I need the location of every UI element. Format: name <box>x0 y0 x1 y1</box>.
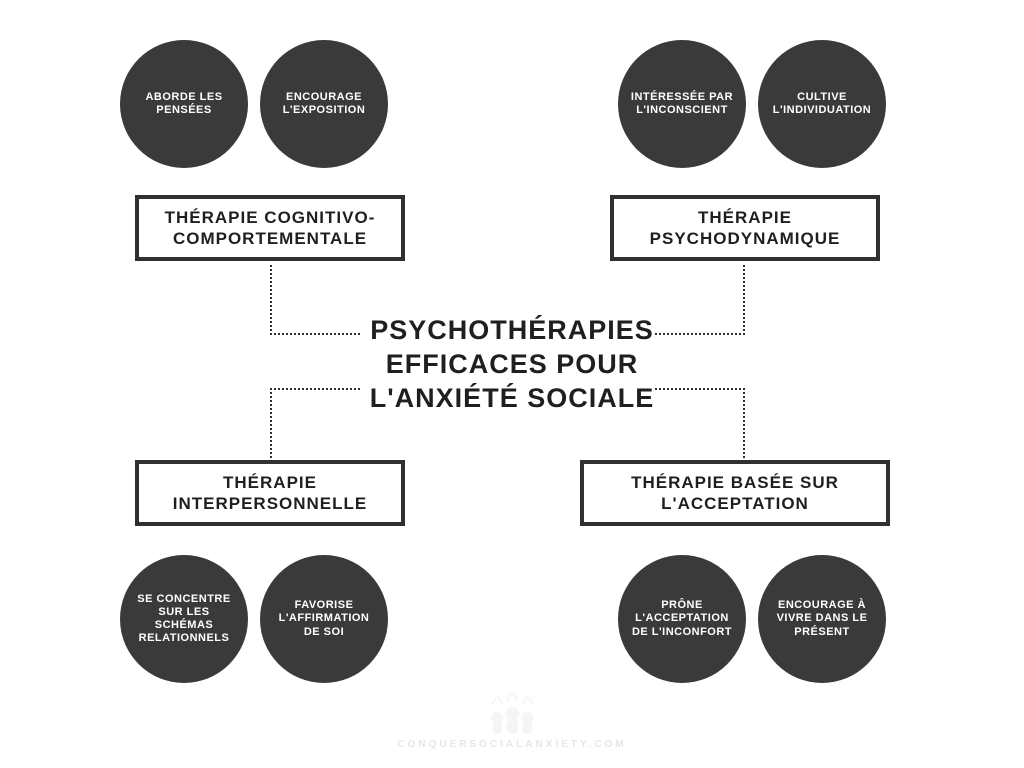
circle-individuation: CULTIVE L'INDIVIDUATION <box>758 40 886 168</box>
box-tcc: THÉRAPIE COGNITIVO-COMPORTEMENTALE <box>135 195 405 261</box>
watermark-icon <box>477 680 547 735</box>
central-title: PSYCHOTHÉRAPIES EFFICACES POUR L'ANXIÉTÉ… <box>362 314 662 415</box>
circle-label: INTÉRESSÉE PAR L'INCONSCIENT <box>628 91 736 117</box>
circle-encourage-exposition: ENCOURAGE L'EXPOSITION <box>260 40 388 168</box>
circle-schemas-relationnels: SE CONCENTRE SUR LES SCHÉMAS RELATIONNEL… <box>120 555 248 683</box>
diagram-canvas: PSYCHOTHÉRAPIES EFFICACES POUR L'ANXIÉTÉ… <box>0 0 1024 768</box>
circle-label: ENCOURAGE À VIVRE DANS LE PRÉSENT <box>768 599 876 639</box>
circle-label: SE CONCENTRE SUR LES SCHÉMAS RELATIONNEL… <box>130 593 238 646</box>
circle-label: CULTIVE L'INDIVIDUATION <box>768 91 876 117</box>
watermark-text: CONQUERSOCIALANXIETY.COM <box>397 739 626 750</box>
connector-tl <box>270 265 360 335</box>
box-interpersonnelle: THÉRAPIE INTERPERSONNELLE <box>135 460 405 526</box>
box-interpersonnelle-label: THÉRAPIE INTERPERSONNELLE <box>153 472 387 515</box>
circle-inconscient: INTÉRESSÉE PAR L'INCONSCIENT <box>618 40 746 168</box>
box-acceptation-label: THÉRAPIE BASÉE SUR L'ACCEPTATION <box>598 472 872 515</box>
circle-label: FAVORISE L'AFFIRMATION DE SOI <box>270 599 378 639</box>
connector-br <box>655 388 745 458</box>
circle-aborde-pensees: ABORDE LES PENSÉES <box>120 40 248 168</box>
box-acceptation: THÉRAPIE BASÉE SUR L'ACCEPTATION <box>580 460 890 526</box>
box-tcc-label: THÉRAPIE COGNITIVO-COMPORTEMENTALE <box>153 207 387 250</box>
box-psychodynamique-label: THÉRAPIE PSYCHODYNAMIQUE <box>628 207 862 250</box>
circle-acceptation-inconfort: PRÔNE L'ACCEPTATION DE L'INCONFORT <box>618 555 746 683</box>
circle-label: ENCOURAGE L'EXPOSITION <box>270 91 378 117</box>
connector-bl <box>270 388 360 458</box>
connector-tr <box>655 265 745 335</box>
circle-vivre-present: ENCOURAGE À VIVRE DANS LE PRÉSENT <box>758 555 886 683</box>
box-psychodynamique: THÉRAPIE PSYCHODYNAMIQUE <box>610 195 880 261</box>
circle-label: PRÔNE L'ACCEPTATION DE L'INCONFORT <box>628 599 736 639</box>
circle-affirmation-soi: FAVORISE L'AFFIRMATION DE SOI <box>260 555 388 683</box>
watermark: CONQUERSOCIALANXIETY.COM <box>397 680 626 750</box>
circle-label: ABORDE LES PENSÉES <box>130 91 238 117</box>
